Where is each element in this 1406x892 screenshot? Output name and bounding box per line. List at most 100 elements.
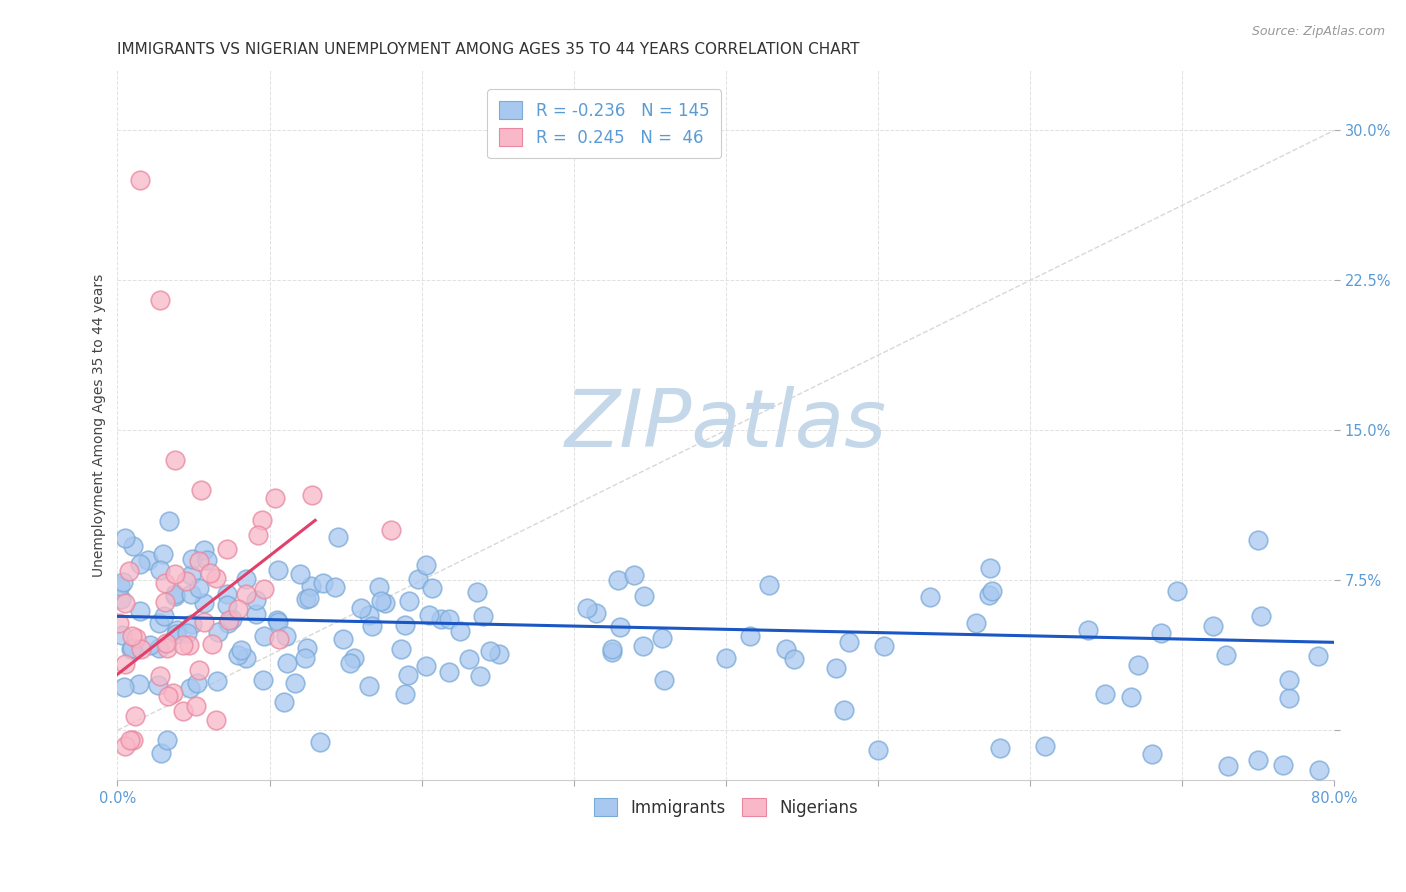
Point: [276, 629, 298, 643]
Text: ZIPatlas: ZIPatlas: [565, 386, 887, 465]
Point: [267, 632, 290, 647]
Point: [128, 676, 150, 690]
Point: [215, 586, 238, 600]
Point: [1215, 648, 1237, 662]
Point: [180, 568, 202, 582]
Legend: Immigrants, Nigerians: Immigrants, Nigerians: [585, 790, 866, 825]
Point: [295, 640, 318, 655]
Point: [235, 651, 257, 665]
Point: [129, 173, 152, 187]
Point: [920, 591, 942, 605]
Point: [205, 714, 228, 728]
Point: [357, 679, 380, 693]
Point: [575, 600, 598, 615]
Point: [129, 642, 152, 657]
Point: [470, 669, 492, 683]
Point: [343, 650, 366, 665]
Point: [205, 674, 228, 689]
Point: [217, 616, 239, 631]
Point: [226, 648, 249, 663]
Point: [184, 699, 207, 714]
Point: [600, 641, 623, 656]
Point: [309, 735, 332, 749]
Point: [979, 560, 1001, 574]
Point: [633, 589, 655, 603]
Point: [838, 635, 860, 649]
Point: [193, 543, 215, 558]
Point: [418, 607, 440, 622]
Point: [121, 641, 143, 656]
Point: [162, 685, 184, 699]
Point: [120, 732, 142, 747]
Point: [180, 587, 202, 601]
Point: [714, 651, 737, 665]
Point: [129, 604, 152, 618]
Point: [273, 695, 295, 709]
Point: [149, 669, 172, 683]
Point: [136, 553, 159, 567]
Point: [783, 652, 806, 666]
Point: [187, 581, 209, 595]
Point: [245, 593, 267, 607]
Point: [623, 568, 645, 582]
Point: [114, 739, 136, 754]
Point: [394, 618, 416, 632]
Point: [1247, 533, 1270, 548]
Point: [325, 580, 347, 594]
Point: [264, 491, 287, 506]
Point: [148, 563, 170, 577]
Point: [465, 585, 488, 599]
Point: [1140, 747, 1163, 762]
Point: [149, 746, 172, 760]
Text: Source: ZipAtlas.com: Source: ZipAtlas.com: [1251, 25, 1385, 38]
Point: [187, 663, 209, 677]
Point: [1272, 758, 1295, 772]
Point: [872, 639, 894, 653]
Point: [758, 578, 780, 592]
Point: [1202, 619, 1225, 633]
Point: [1033, 739, 1056, 754]
Point: [172, 704, 194, 718]
Text: IMMIGRANTS VS NIGERIAN UNEMPLOYMENT AMONG AGES 35 TO 44 YEARS CORRELATION CHART: IMMIGRANTS VS NIGERIAN UNEMPLOYMENT AMON…: [118, 42, 860, 57]
Point: [370, 594, 392, 608]
Point: [163, 567, 186, 582]
Point: [129, 558, 152, 572]
Point: [488, 648, 510, 662]
Point: [357, 607, 380, 622]
Point: [121, 733, 143, 747]
Point: [299, 579, 322, 593]
Point: [245, 607, 267, 621]
Point: [606, 573, 628, 587]
Point: [252, 629, 274, 643]
Point: [775, 642, 797, 657]
Point: [429, 612, 451, 626]
Point: [188, 554, 211, 568]
Point: [228, 601, 250, 615]
Point: [155, 636, 177, 650]
Point: [1150, 626, 1173, 640]
Point: [193, 615, 215, 629]
Y-axis label: Unemployment Among Ages 35 to 44 years: Unemployment Among Ages 35 to 44 years: [93, 274, 107, 577]
Point: [250, 513, 273, 527]
Point: [437, 612, 460, 626]
Point: [174, 574, 197, 588]
Point: [266, 615, 288, 630]
Point: [221, 612, 243, 626]
Point: [367, 580, 389, 594]
Point: [111, 574, 134, 589]
Point: [651, 631, 673, 645]
Point: [235, 587, 257, 601]
Point: [218, 613, 240, 627]
Point: [866, 743, 889, 757]
Point: [981, 584, 1004, 599]
Point: [125, 631, 148, 645]
Point: [312, 576, 335, 591]
Point: [124, 709, 146, 723]
Point: [398, 594, 420, 608]
Point: [832, 703, 855, 717]
Point: [1077, 623, 1099, 637]
Point: [146, 677, 169, 691]
Point: [396, 667, 419, 681]
Point: [1247, 753, 1270, 767]
Point: [284, 676, 307, 690]
